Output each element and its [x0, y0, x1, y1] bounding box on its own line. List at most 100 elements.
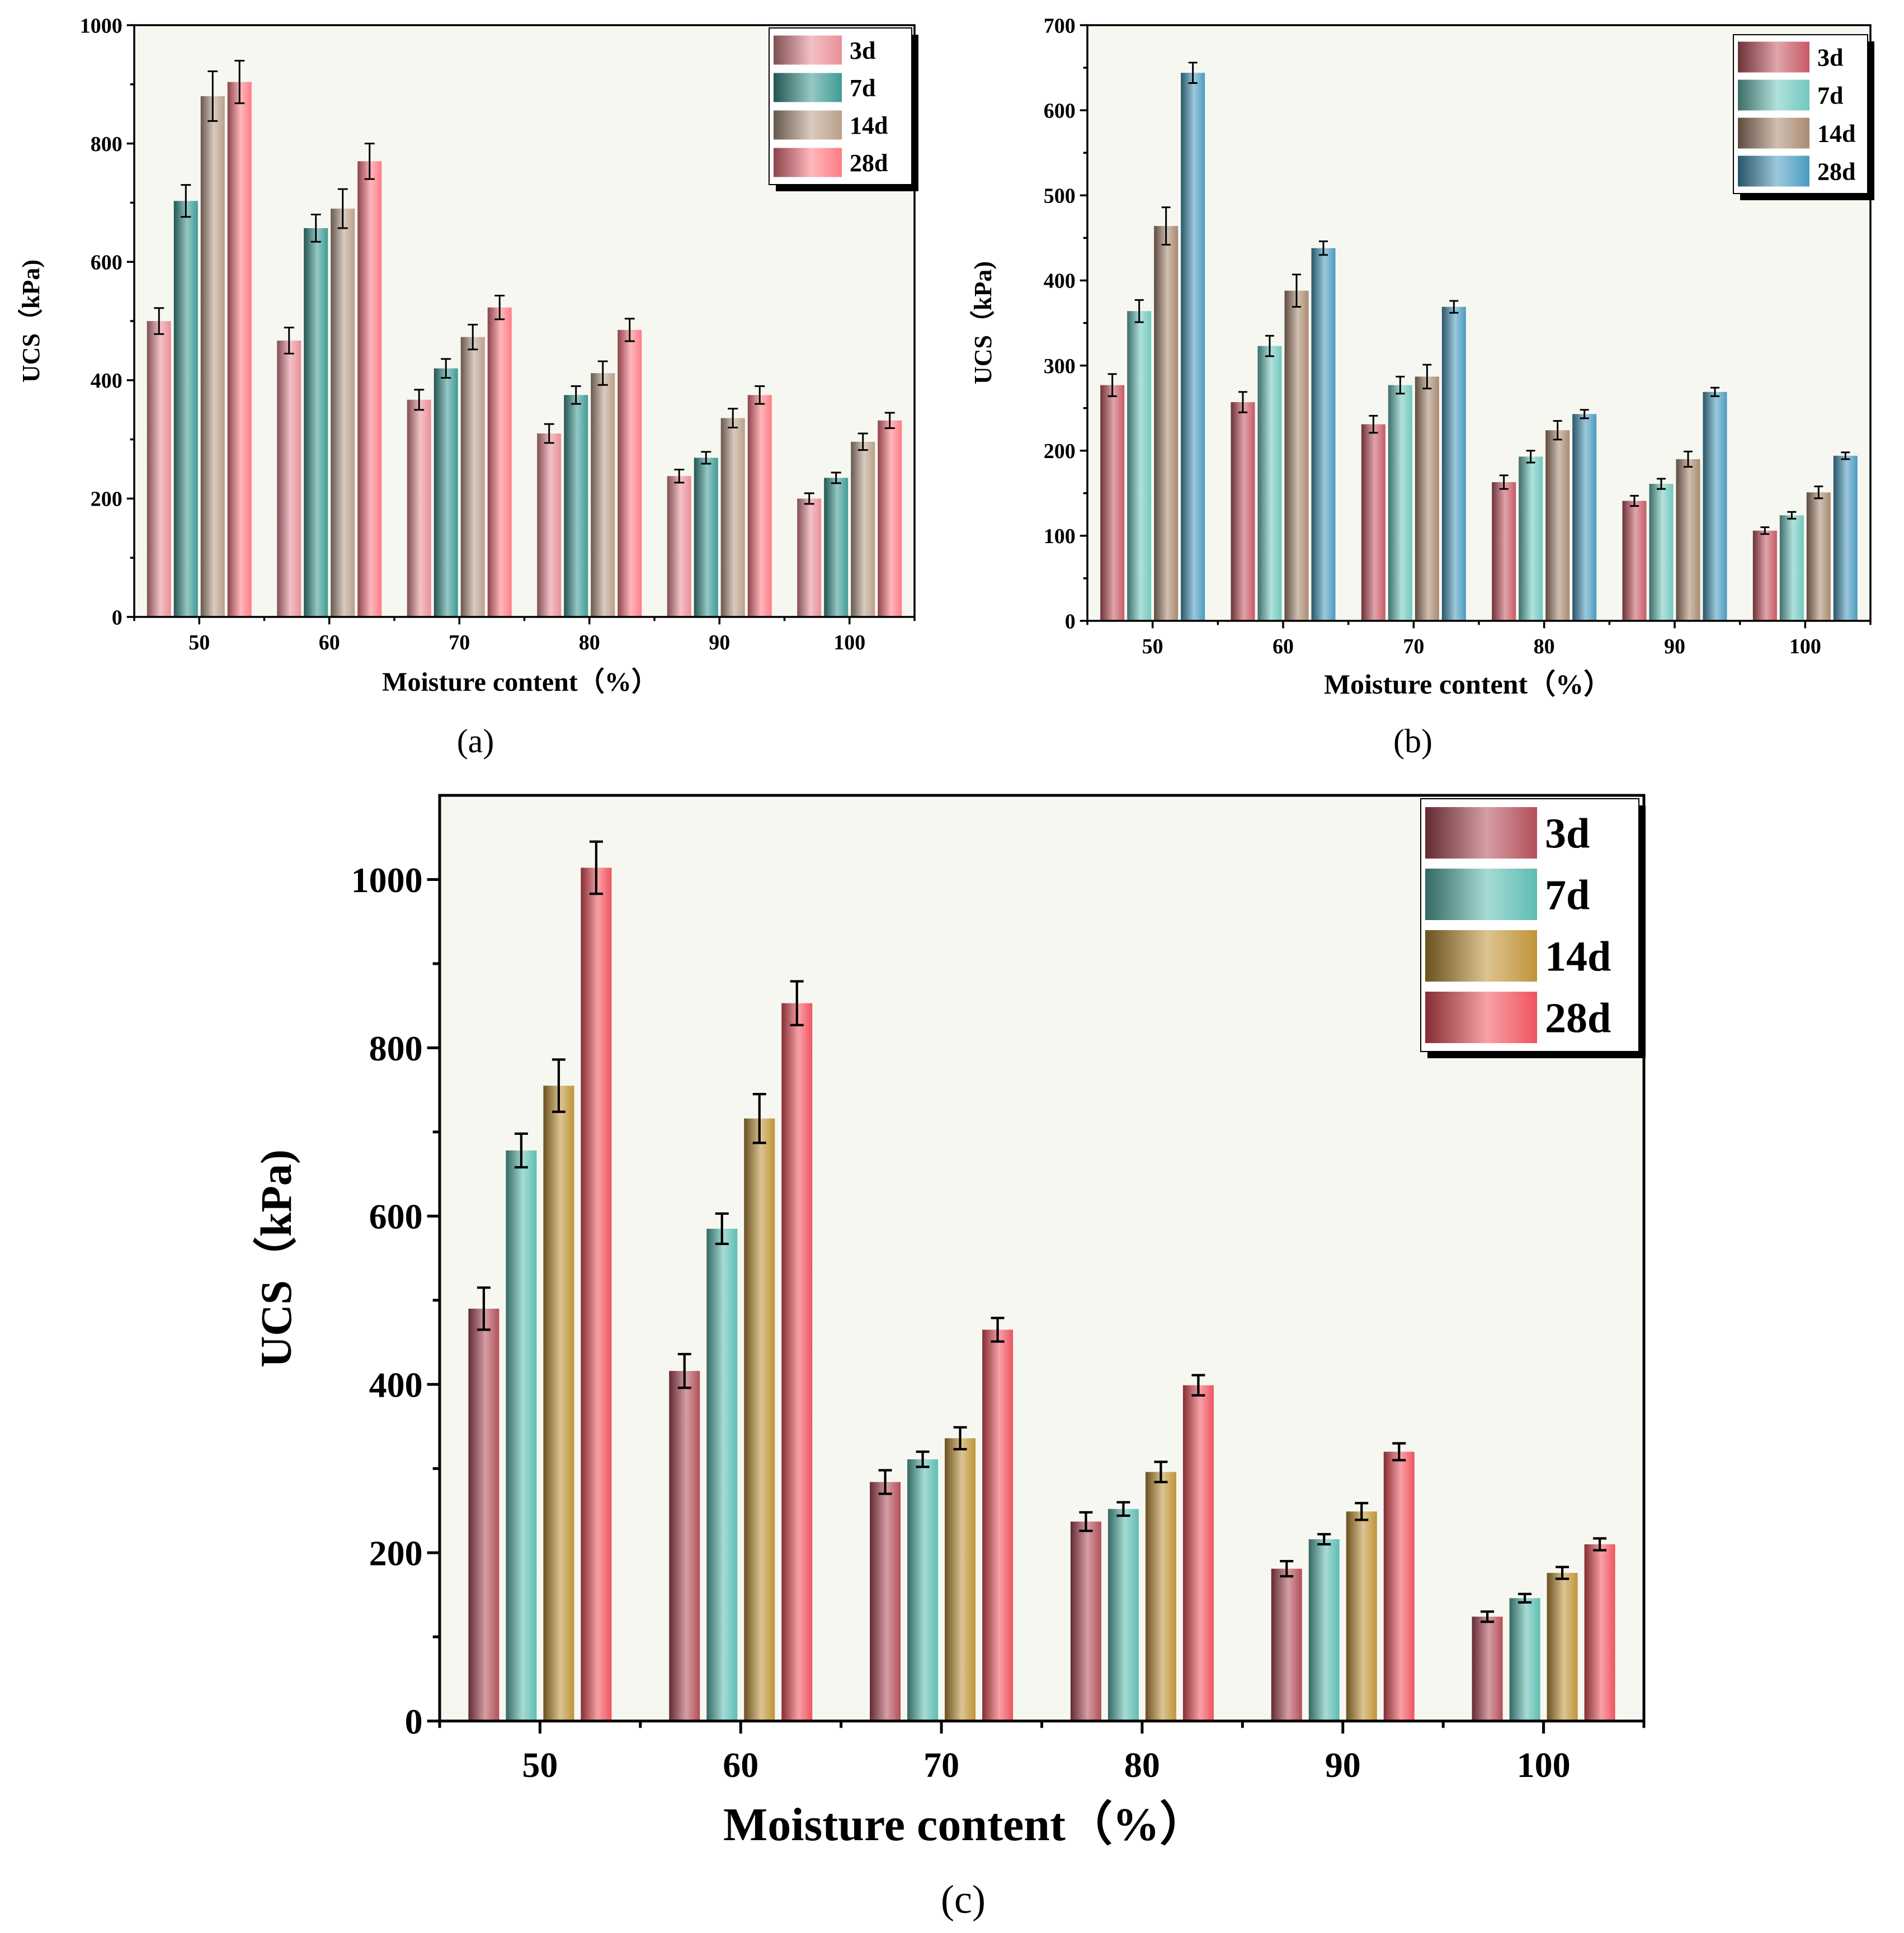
y-tick-label: 200 [91, 488, 122, 511]
legend-swatch-28d [774, 148, 842, 177]
error-bar-7d-90 [1657, 478, 1666, 490]
bar-3d-80 [1492, 482, 1516, 621]
bar-7d-70 [1388, 385, 1412, 621]
error-bar-28d-50 [589, 840, 603, 895]
chart-panel-c: 0 200 400 600 800 1000 50 60 70 80 90 100 3d 7d 14d 28… [224, 777, 1678, 1930]
bar-28d-60 [1311, 248, 1336, 621]
bar-7d-100 [1509, 1598, 1540, 1721]
error-bar-28d-90 [1392, 1442, 1406, 1461]
error-bar-14d-60 [752, 1092, 766, 1144]
bar-3d-80 [537, 433, 562, 617]
bar-7d-90 [1649, 484, 1674, 621]
bar-14d-100 [1806, 492, 1831, 621]
error-bar-14d-70 [468, 323, 478, 351]
chart-panel-b: 0 100 200 300 400 500 600 700 50 60 70 80 90 100 3d 7d… [953, 0, 1904, 772]
error-bar-14d-80 [597, 360, 608, 386]
y-tick-label: 600 [1044, 99, 1076, 122]
panel-label: (c) [941, 1877, 986, 1922]
bar-3d-70 [870, 1482, 901, 1721]
y-tick-label: 0 [405, 1701, 423, 1741]
error-bar-28d-60 [790, 980, 804, 1026]
error-bar-14d-70 [953, 1426, 967, 1451]
error-bar-14d-70 [1422, 364, 1432, 390]
error-bar-3d-60 [677, 1352, 691, 1389]
bar-7d-90 [1308, 1539, 1340, 1721]
y-tick-label: 700 [1044, 14, 1076, 37]
error-bar-7d-70 [1396, 375, 1405, 395]
bar-7d-80 [564, 395, 588, 617]
x-tick-label: 90 [709, 631, 730, 654]
bar-14d-70 [1415, 376, 1439, 621]
bar-3d-70 [407, 399, 431, 617]
error-bar-28d-70 [494, 295, 505, 320]
bar-14d-70 [460, 337, 485, 617]
bar-3d-60 [669, 1371, 700, 1721]
bar-chart-c: 0 200 400 600 800 1000 50 60 70 80 90 100 3d 7d 14d 28… [252, 794, 1646, 1922]
y-tick-label: 800 [369, 1029, 423, 1068]
error-bar-28d-80 [624, 318, 635, 342]
error-bar-7d-100 [831, 472, 841, 484]
bar-28d-100 [1833, 455, 1858, 621]
bar-7d-60 [304, 228, 328, 617]
legend-swatch-14d [774, 110, 842, 140]
y-tick-label: 200 [369, 1533, 423, 1573]
x-tick-label: 80 [1534, 635, 1555, 658]
error-bar-7d-90 [1317, 1533, 1331, 1546]
panel-label: (b) [1393, 723, 1432, 760]
legend-swatch-14d [1738, 117, 1809, 149]
bar-28d-90 [747, 395, 772, 617]
legend-swatch-28d [1738, 155, 1809, 187]
error-bar-3d-60 [1238, 391, 1247, 413]
bar-7d-90 [694, 458, 718, 617]
bar-14d-100 [1547, 1573, 1578, 1721]
legend-swatch-7d [774, 73, 842, 102]
y-axis-title: UCS（kPa) [17, 260, 45, 383]
y-tick-label: 200 [1044, 440, 1076, 463]
x-tick-label: 100 [1517, 1745, 1571, 1785]
error-bar-14d-50 [1161, 206, 1171, 246]
bar-14d-80 [1545, 430, 1570, 621]
x-axis-title: Moisture content（%） [1324, 668, 1611, 700]
error-bar-3d-70 [878, 1469, 892, 1495]
error-bar-28d-90 [1710, 386, 1719, 397]
x-tick-label: 90 [1664, 635, 1685, 658]
error-bar-3d-70 [1369, 414, 1378, 434]
y-tick-label: 600 [91, 251, 122, 275]
x-tick-label: 60 [723, 1745, 758, 1785]
legend-swatch-7d [1425, 869, 1537, 920]
bar-7d-100 [1779, 515, 1804, 621]
bar-3d-60 [1231, 402, 1255, 621]
bar-28d-70 [487, 307, 512, 617]
legend-label-14d: 14d [1817, 120, 1855, 147]
error-bar-14d-50 [208, 70, 218, 122]
bar-28d-100 [878, 420, 902, 617]
error-bar-3d-100 [1760, 526, 1770, 535]
legend-label-14d: 14d [1545, 934, 1611, 980]
error-bar-3d-90 [1630, 494, 1639, 507]
error-bar-14d-100 [857, 432, 868, 451]
legend-label-14d: 14d [850, 112, 888, 139]
error-bar-7d-100 [1518, 1592, 1532, 1604]
y-tick-label: 800 [91, 133, 122, 156]
error-bar-28d-80 [1580, 409, 1589, 419]
bar-14d-50 [543, 1086, 574, 1721]
bar-14d-100 [851, 441, 875, 617]
error-bar-3d-50 [154, 307, 164, 335]
x-tick-label: 100 [833, 631, 865, 654]
y-tick-label: 500 [1044, 185, 1076, 208]
error-bar-14d-100 [1556, 1566, 1570, 1580]
error-bar-3d-60 [284, 327, 294, 355]
bar-3d-50 [1100, 385, 1125, 621]
bar-chart-b: 0 100 200 300 400 500 600 700 50 60 70 80 90 100 3d 7d… [969, 14, 1874, 760]
y-tick-label: 100 [1044, 525, 1076, 548]
error-bar-7d-50 [181, 184, 191, 218]
chart-panel-a: 0 200 400 600 800 1000 50 60 70 80 90 100 3d 7d 14d 28… [0, 0, 951, 772]
error-bar-14d-100 [1814, 485, 1823, 499]
legend-label-3d: 3d [850, 37, 875, 64]
y-tick-label: 1000 [80, 14, 122, 37]
bar-7d-80 [1519, 456, 1543, 621]
x-tick-label: 80 [1124, 1745, 1160, 1785]
error-bar-7d-90 [701, 451, 711, 465]
bar-14d-90 [1676, 459, 1700, 621]
error-bar-3d-90 [674, 469, 685, 484]
